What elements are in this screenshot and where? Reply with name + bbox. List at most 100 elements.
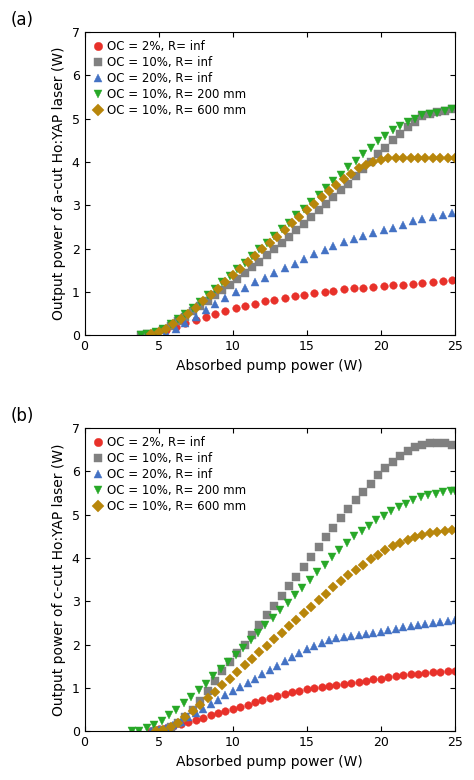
OC = 10%, R= inf bbox=[346, 179, 351, 188]
OC = 10%, R= 600 mm bbox=[160, 725, 166, 735]
OC = 10%, R= 200 mm bbox=[153, 328, 158, 337]
OC = 20%, R= inf bbox=[237, 682, 243, 692]
OC = 20%, R= inf bbox=[360, 232, 366, 241]
OC = 2%, R= inf bbox=[289, 688, 295, 697]
OC = 20%, R= inf bbox=[356, 630, 362, 640]
OC = 10%, R= inf bbox=[286, 232, 292, 242]
Line: OC = 10%, R= 600 mm: OC = 10%, R= 600 mm bbox=[152, 526, 456, 736]
OC = 10%, R= inf bbox=[360, 488, 366, 497]
OC = 10%, R= inf bbox=[190, 705, 196, 714]
OC = 10%, R= 600 mm bbox=[397, 538, 403, 548]
OC = 10%, R= 200 mm bbox=[137, 726, 142, 736]
OC = 10%, R= inf bbox=[309, 552, 314, 562]
OC = 2%, R= inf bbox=[252, 299, 258, 308]
OC = 10%, R= 200 mm bbox=[175, 314, 181, 324]
OC = 20%, R= inf bbox=[410, 217, 416, 226]
OC = 20%, R= inf bbox=[322, 245, 328, 254]
OC = 20%, R= inf bbox=[200, 704, 206, 713]
OC = 2%, R= inf bbox=[245, 700, 250, 709]
OC = 20%, R= inf bbox=[452, 615, 458, 624]
OC = 2%, R= inf bbox=[182, 318, 188, 328]
OC = 10%, R= inf bbox=[412, 117, 418, 126]
OC = 10%, R= 200 mm bbox=[346, 163, 351, 172]
OC = 10%, R= 600 mm bbox=[245, 257, 250, 267]
OC = 10%, R= 200 mm bbox=[255, 629, 261, 638]
OC = 2%, R= inf bbox=[400, 280, 406, 289]
OC = 20%, R= inf bbox=[422, 619, 428, 629]
OC = 10%, R= 600 mm bbox=[422, 153, 428, 162]
OC = 10%, R= 200 mm bbox=[331, 177, 337, 186]
OC = 10%, R= 200 mm bbox=[359, 526, 365, 536]
OC = 10%, R= 600 mm bbox=[309, 602, 314, 612]
OC = 20%, R= inf bbox=[304, 644, 310, 654]
OC = 10%, R= 200 mm bbox=[197, 297, 203, 307]
OC = 10%, R= inf bbox=[144, 330, 150, 339]
OC = 10%, R= inf bbox=[272, 245, 277, 254]
OC = 10%, R= 600 mm bbox=[230, 271, 236, 280]
OC = 10%, R= inf bbox=[234, 649, 240, 658]
Line: OC = 10%, R= 200 mm: OC = 10%, R= 200 mm bbox=[128, 488, 459, 736]
OC = 2%, R= inf bbox=[430, 668, 436, 677]
OC = 20%, R= inf bbox=[385, 626, 391, 635]
OC = 20%, R= inf bbox=[173, 324, 179, 333]
OC = 10%, R= inf bbox=[353, 171, 358, 180]
OC = 10%, R= 200 mm bbox=[309, 197, 314, 207]
X-axis label: Absorbed pump power (W): Absorbed pump power (W) bbox=[176, 755, 363, 769]
OC = 10%, R= 200 mm bbox=[256, 245, 262, 254]
OC = 10%, R= 600 mm bbox=[163, 324, 169, 333]
OC = 10%, R= 200 mm bbox=[277, 605, 283, 615]
OC = 10%, R= 200 mm bbox=[381, 511, 387, 520]
OC = 10%, R= inf bbox=[331, 193, 337, 202]
OC = 10%, R= 200 mm bbox=[412, 114, 418, 123]
OC = 10%, R= 600 mm bbox=[171, 320, 176, 329]
OC = 10%, R= 200 mm bbox=[151, 720, 157, 729]
OC = 10%, R= inf bbox=[242, 640, 247, 650]
OC = 10%, R= 200 mm bbox=[144, 724, 150, 733]
OC = 10%, R= inf bbox=[331, 523, 337, 533]
OC = 10%, R= inf bbox=[197, 302, 203, 311]
OC = 10%, R= inf bbox=[205, 686, 210, 696]
OC = 2%, R= inf bbox=[304, 685, 310, 694]
OC = 20%, R= inf bbox=[178, 717, 184, 726]
OC = 10%, R= 600 mm bbox=[227, 674, 233, 683]
OC = 2%, R= inf bbox=[408, 669, 413, 679]
OC = 10%, R= 600 mm bbox=[415, 153, 421, 162]
OC = 10%, R= inf bbox=[434, 108, 440, 117]
OC = 10%, R= 600 mm bbox=[319, 193, 325, 202]
OC = 10%, R= inf bbox=[390, 457, 396, 466]
OC = 10%, R= 200 mm bbox=[323, 183, 329, 193]
OC = 10%, R= 200 mm bbox=[203, 679, 209, 689]
OC = 10%, R= 200 mm bbox=[322, 560, 328, 569]
OC = 10%, R= 600 mm bbox=[353, 566, 358, 575]
OC = 10%, R= 600 mm bbox=[452, 153, 458, 162]
Line: OC = 10%, R= inf: OC = 10%, R= inf bbox=[137, 105, 456, 339]
OC = 20%, R= inf bbox=[381, 225, 387, 235]
OC = 10%, R= 200 mm bbox=[301, 204, 307, 214]
OC = 10%, R= 200 mm bbox=[138, 331, 144, 340]
OC = 10%, R= inf bbox=[182, 312, 188, 321]
OC = 10%, R= 600 mm bbox=[267, 239, 273, 248]
OC = 10%, R= 200 mm bbox=[300, 583, 305, 592]
OC = 2%, R= inf bbox=[144, 330, 150, 339]
OC = 20%, R= inf bbox=[156, 331, 162, 340]
OC = 10%, R= inf bbox=[182, 712, 188, 722]
OC = 2%, R= inf bbox=[351, 283, 357, 292]
OC = 10%, R= inf bbox=[368, 158, 374, 167]
OC = 2%, R= inf bbox=[393, 672, 399, 681]
OC = 10%, R= 200 mm bbox=[383, 131, 388, 140]
OC = 10%, R= inf bbox=[301, 219, 307, 229]
OC = 2%, R= inf bbox=[341, 679, 346, 689]
OC = 20%, R= inf bbox=[311, 250, 317, 259]
OC = 10%, R= 600 mm bbox=[356, 164, 362, 173]
OC = 20%, R= inf bbox=[263, 273, 268, 282]
OC = 20%, R= inf bbox=[163, 723, 169, 732]
OC = 2%, R= inf bbox=[363, 676, 369, 686]
OC = 10%, R= 600 mm bbox=[326, 186, 332, 196]
OC = 10%, R= inf bbox=[286, 582, 292, 591]
OC = 2%, R= inf bbox=[292, 292, 298, 301]
OC = 20%, R= inf bbox=[419, 215, 425, 224]
OC = 10%, R= 200 mm bbox=[205, 291, 210, 300]
OC = 10%, R= inf bbox=[205, 296, 210, 305]
OC = 20%, R= inf bbox=[156, 725, 162, 735]
OC = 10%, R= 200 mm bbox=[166, 711, 172, 720]
